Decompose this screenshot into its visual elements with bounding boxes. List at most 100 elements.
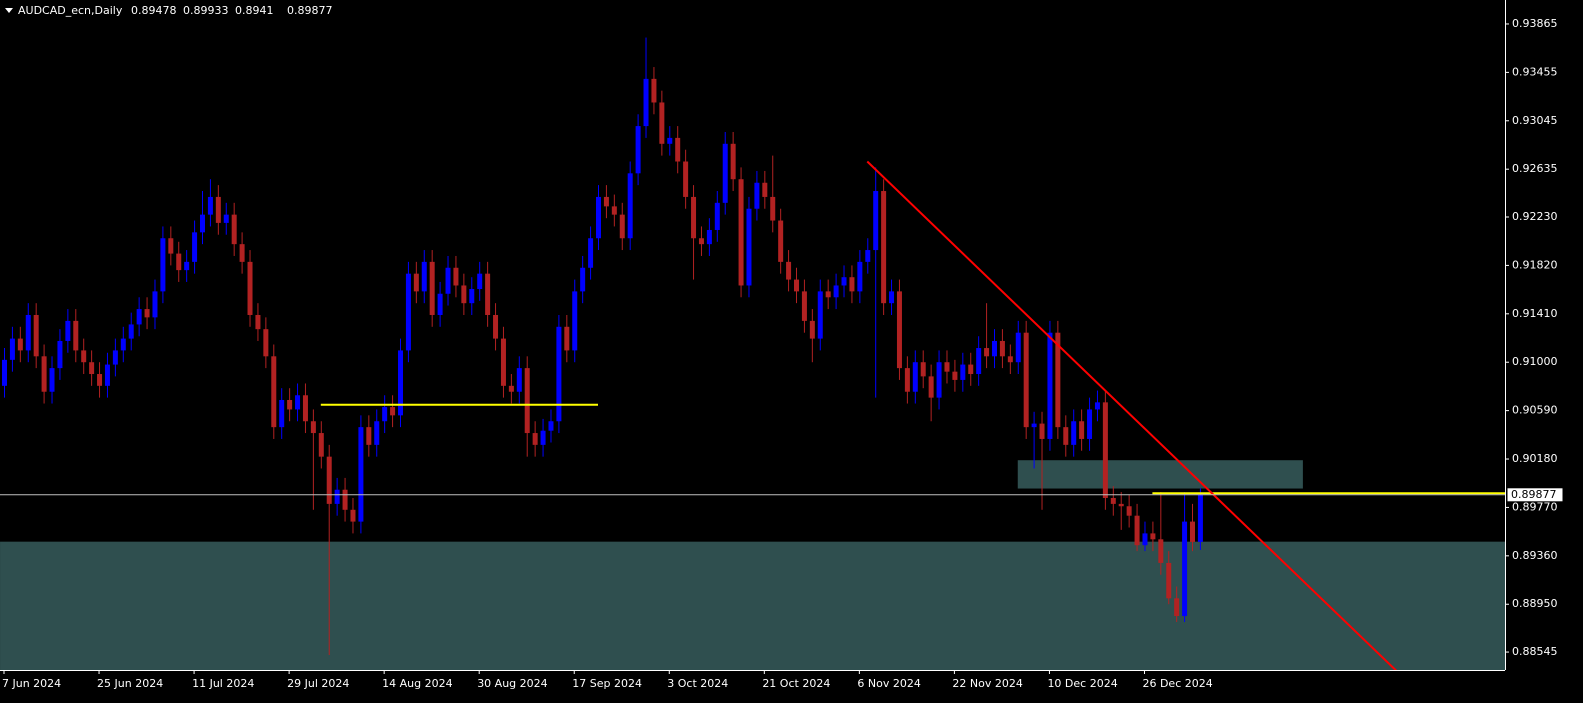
candle-body <box>873 191 879 251</box>
plot-area <box>0 37 1505 670</box>
x-tick-label: 25 Jun 2024 <box>97 677 163 690</box>
candle-body <box>287 399 293 410</box>
candle-body <box>200 214 205 233</box>
candle-body <box>398 350 403 416</box>
ohlc-high: 0.89933 <box>183 4 229 17</box>
candle-body <box>318 433 324 457</box>
candle-body <box>881 191 887 304</box>
candle-body <box>302 395 308 422</box>
candle-body <box>596 196 601 239</box>
candle-body <box>746 208 752 286</box>
candle-body <box>627 173 633 239</box>
y-tick-label: 0.91410 <box>1512 307 1558 320</box>
candle-body <box>255 314 261 330</box>
candle-body <box>619 214 625 239</box>
candle-body <box>984 348 990 357</box>
candle-body <box>659 102 665 144</box>
candle-body <box>968 364 974 375</box>
candle-body <box>168 238 174 254</box>
candle-body <box>160 238 166 292</box>
candle-body <box>1015 332 1021 363</box>
candle-body <box>635 126 641 174</box>
candle-body <box>952 371 958 380</box>
candle-body <box>128 324 134 339</box>
candle-body <box>928 376 934 398</box>
x-tick-label: 30 Aug 2024 <box>477 677 547 690</box>
ohlc-low: 0.8941 <box>235 4 274 17</box>
candle-body <box>1007 356 1013 363</box>
candle-body <box>65 320 71 341</box>
candle-body <box>358 427 364 522</box>
candle-body <box>912 362 918 392</box>
candle-body <box>770 196 776 221</box>
candle-body <box>374 421 380 445</box>
candle-body <box>144 309 150 318</box>
candle-body <box>41 356 47 392</box>
candle-body <box>651 78 657 103</box>
candle-body <box>936 362 942 398</box>
candle-body <box>714 202 720 230</box>
candle-body <box>1166 562 1172 599</box>
candle-body <box>1174 598 1180 617</box>
candle-body <box>382 407 388 422</box>
candle-body <box>516 368 522 392</box>
candle-body <box>691 196 697 239</box>
candle-body <box>675 137 681 162</box>
candle-body <box>904 368 910 392</box>
candle-body <box>588 238 594 268</box>
x-tick-label: 3 Oct 2024 <box>667 677 728 690</box>
candle-body <box>667 137 673 144</box>
candle-body <box>730 143 736 180</box>
candle-body <box>429 261 435 315</box>
x-tick-label: 11 Jul 2024 <box>192 677 254 690</box>
candle-body <box>1158 539 1164 563</box>
candle-body <box>405 273 411 351</box>
candle-body <box>207 196 213 215</box>
candle-body <box>310 421 316 434</box>
candle-body <box>89 362 95 375</box>
candle-body <box>1142 533 1148 546</box>
candle-body <box>25 314 31 351</box>
candle-body <box>1110 497 1116 504</box>
candle-body <box>223 214 229 223</box>
candle-body <box>184 261 190 271</box>
candle-body <box>73 320 79 351</box>
zone <box>0 541 1505 670</box>
candle-body <box>437 293 443 315</box>
candle-body <box>279 399 285 428</box>
candle-body <box>271 356 277 428</box>
candle-body <box>1039 423 1045 439</box>
candle-body <box>706 229 712 245</box>
candle-body <box>722 143 728 203</box>
candle-body <box>1150 533 1156 540</box>
candle-body <box>564 326 570 351</box>
candle-body <box>239 244 245 262</box>
x-tick-label: 17 Sep 2024 <box>572 677 642 690</box>
menu-arrow[interactable] <box>5 8 13 13</box>
candle-body <box>1126 506 1132 516</box>
candle-body <box>350 509 356 522</box>
y-tick-label: 0.92230 <box>1512 210 1558 223</box>
candle-body <box>2 359 7 386</box>
candle-body <box>762 182 768 197</box>
ohlc-open: 0.89478 <box>131 4 177 17</box>
candle-body <box>754 182 760 209</box>
candle-body <box>57 340 63 369</box>
candle-body <box>413 273 419 292</box>
candle-body <box>152 291 158 318</box>
candle-body <box>865 250 871 262</box>
candle-body <box>1190 521 1195 542</box>
candle-body <box>33 314 39 357</box>
y-tick-label: 0.93045 <box>1512 114 1558 127</box>
candle-body <box>500 338 506 386</box>
candle-body <box>841 277 847 286</box>
y-tick-label: 0.93865 <box>1512 17 1558 30</box>
candle-body <box>461 285 467 304</box>
candle-body <box>1197 494 1203 542</box>
candle-body <box>342 489 348 510</box>
y-tick-label: 0.90180 <box>1512 452 1558 465</box>
price-label-box <box>1506 487 1564 503</box>
candle-body <box>896 291 902 369</box>
ohlc-close: 0.89877 <box>287 4 333 17</box>
